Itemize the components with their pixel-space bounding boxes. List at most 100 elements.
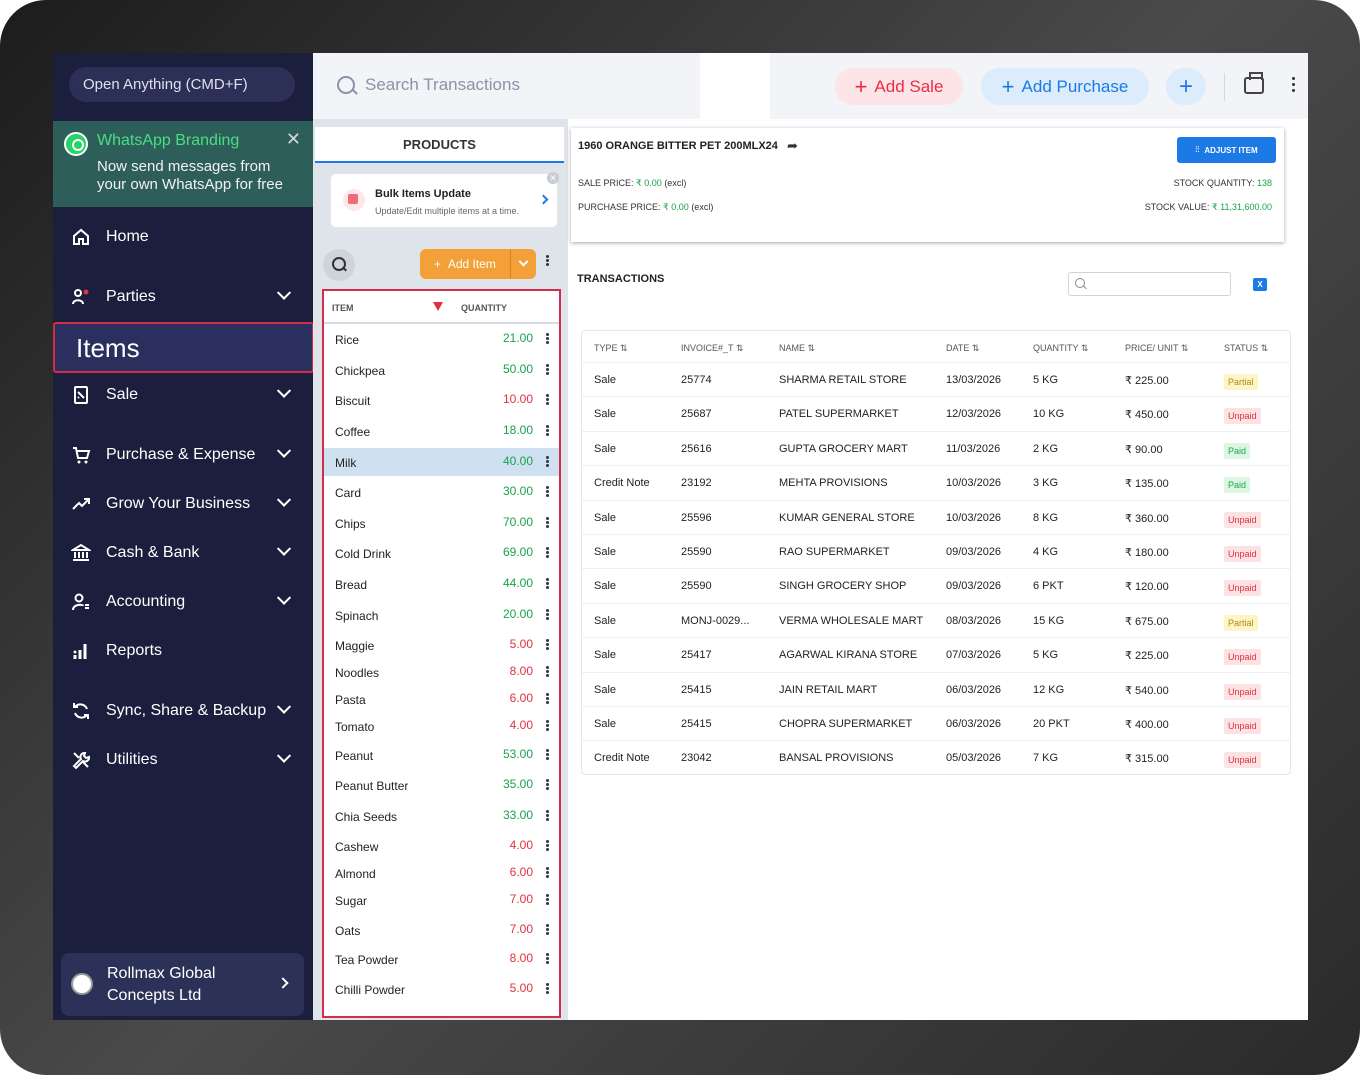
whatsapp-banner[interactable]: WhatsApp Branding Now send messages from… (53, 121, 313, 207)
table-row[interactable]: Sale 25774 SHARMA RETAIL STORE 13/03/2026 5 … (582, 362, 1290, 396)
sidebar-item-reports[interactable]: Reports (53, 631, 313, 671)
open-anything-button[interactable]: Open Anything (CMD+F) (69, 67, 295, 102)
share-icon[interactable]: ➦ (787, 138, 798, 153)
list-item[interactable]: Spinach 20.00 (324, 601, 559, 629)
column-header-price[interactable]: PRICE/ UNIT ⇅ (1125, 343, 1189, 353)
more-options-icon[interactable] (546, 894, 549, 906)
more-options-icon[interactable] (1292, 77, 1296, 95)
filter-icon[interactable] (433, 302, 443, 311)
close-icon[interactable]: ✕ (285, 129, 301, 149)
list-item[interactable]: Oats 7.00 (324, 916, 559, 944)
more-options-icon[interactable] (546, 693, 549, 705)
add-more-button[interactable]: + (1166, 68, 1206, 105)
list-item[interactable]: Chilli Powder 5.00 (324, 975, 559, 1003)
transactions-search-input[interactable] (1068, 272, 1231, 296)
table-row[interactable]: Sale 25616 GUPTA GROCERY MART 11/03/2026 2 K… (582, 430, 1290, 465)
list-item[interactable]: Chickpea 50.00 (324, 356, 559, 384)
more-options-icon[interactable] (546, 547, 549, 559)
more-options-icon[interactable] (546, 394, 549, 406)
more-options-icon[interactable] (546, 639, 549, 651)
more-options-icon[interactable] (546, 333, 549, 345)
more-options-icon[interactable] (546, 779, 549, 791)
more-options-icon[interactable] (546, 840, 549, 852)
table-row[interactable]: Sale 25590 SINGH GROCERY SHOP 09/03/2026 6 P… (582, 568, 1290, 602)
sidebar-item-purchase-expense[interactable]: Purchase & Expense (53, 435, 313, 475)
table-row[interactable]: Sale 25415 CHOPRA SUPERMARKET 06/03/2026 20 … (582, 706, 1290, 740)
list-item[interactable]: Chips 70.00 (324, 509, 559, 537)
more-options-icon[interactable] (546, 609, 549, 621)
more-options-icon[interactable] (546, 255, 549, 267)
list-item[interactable]: Cashew 4.00 (324, 832, 559, 860)
more-options-icon[interactable] (546, 749, 549, 761)
list-item[interactable]: Coffee 18.00 (324, 417, 559, 445)
table-row[interactable]: Credit Note 23042 BANSAL PROVISIONS 05/03/2… (582, 740, 1290, 774)
table-row[interactable]: Sale 25596 KUMAR GENERAL STORE 10/03/2026 8 … (582, 499, 1290, 534)
more-options-icon[interactable] (546, 867, 549, 879)
sidebar-item-sale[interactable]: Sale (53, 375, 313, 415)
close-icon[interactable]: ✕ (547, 172, 559, 184)
column-header-type[interactable]: TYPE ⇅ (594, 343, 628, 353)
list-item[interactable]: Rice 21.00 (324, 325, 559, 353)
search-icon[interactable] (323, 249, 355, 281)
list-item[interactable]: Biscuit 10.00 (324, 386, 559, 414)
add-sale-button[interactable]: + Add Sale (835, 68, 963, 105)
list-item[interactable]: Peanut Butter 35.00 (324, 771, 559, 799)
sidebar-item-grow-business[interactable]: Grow Your Business (53, 484, 313, 524)
more-options-icon[interactable] (546, 517, 549, 529)
column-header-invoice[interactable]: INVOICE#_T ⇅ (681, 343, 744, 353)
table-row[interactable]: Sale 25417 AGARWAL KIRANA STORE 07/03/2026 5… (582, 637, 1290, 671)
list-item[interactable]: Chia Seeds 33.00 (324, 802, 559, 830)
list-item[interactable]: Peanut 53.00 (324, 741, 559, 769)
sidebar-item-items[interactable]: Items (53, 322, 314, 373)
list-item[interactable]: Bread 44.00 (324, 570, 559, 598)
column-header-date[interactable]: DATE ⇅ (946, 343, 980, 353)
more-options-icon[interactable] (546, 810, 549, 822)
more-options-icon[interactable] (546, 983, 549, 995)
search-transactions[interactable]: Search Transactions (337, 75, 520, 95)
sidebar-item-utilities[interactable]: Utilities (53, 740, 313, 780)
table-row[interactable]: Sale MONJ-0029... VERMA WHOLESALE MART 08/0… (582, 602, 1290, 637)
more-options-icon[interactable] (546, 720, 549, 732)
list-item[interactable]: Pasta 6.00 (324, 685, 559, 713)
more-options-icon[interactable] (546, 578, 549, 590)
column-header-name[interactable]: NAME ⇅ (779, 343, 816, 353)
add-purchase-button[interactable]: + Add Purchase (981, 68, 1149, 105)
table-row[interactable]: Sale 25590 RAO SUPERMARKET 09/03/2026 4 KG ₹ … (582, 534, 1290, 568)
list-item[interactable]: Maggie 5.00 (324, 631, 559, 659)
list-item[interactable]: Cold Drink 69.00 (324, 539, 559, 567)
list-item[interactable]: Sugar 7.00 (324, 886, 559, 914)
column-header-quantity[interactable]: QUANTITY (461, 303, 507, 313)
sidebar-item-cash-bank[interactable]: Cash & Bank (53, 533, 313, 573)
list-item[interactable]: Tea Powder 8.00 (324, 945, 559, 973)
list-item[interactable]: Almond 6.00 (324, 859, 559, 887)
more-options-icon[interactable] (546, 953, 549, 965)
list-item[interactable]: Milk 40.00 (324, 448, 559, 476)
company-switcher[interactable]: Rollmax Global Concepts Ltd (61, 953, 304, 1016)
print-icon[interactable] (1244, 72, 1264, 94)
more-options-icon[interactable] (546, 425, 549, 437)
tab-products[interactable]: PRODUCTS (315, 127, 564, 163)
sidebar-item-home[interactable]: Home (53, 217, 313, 257)
adjust-item-button[interactable]: ⫶⫶ ADJUST ITEM (1177, 137, 1276, 163)
sidebar-item-parties[interactable]: Parties (53, 277, 313, 317)
more-options-icon[interactable] (546, 924, 549, 936)
more-options-icon[interactable] (546, 456, 549, 468)
chevron-down-icon[interactable] (510, 249, 536, 279)
sidebar-item-sync-share-backup[interactable]: Sync, Share & Backup (53, 691, 313, 731)
list-item[interactable]: Card 30.00 (324, 478, 559, 506)
table-row[interactable]: Sale 25687 PATEL SUPERMARKET 12/03/2026 10 K… (582, 396, 1290, 430)
column-header-item[interactable]: ITEM (332, 303, 354, 313)
more-options-icon[interactable] (546, 364, 549, 376)
list-item[interactable]: Noodles 8.00 (324, 658, 559, 686)
excel-export-icon[interactable]: X (1253, 278, 1267, 291)
bulk-update-card[interactable]: Bulk Items Update Update/Edit multiple i… (330, 172, 559, 228)
add-item-button[interactable]: + Add Item (420, 249, 536, 279)
sidebar-item-accounting[interactable]: Accounting (53, 582, 313, 622)
table-row[interactable]: Credit Note 23192 MEHTA PROVISIONS 10/03/20… (582, 465, 1290, 499)
more-options-icon[interactable] (546, 486, 549, 498)
more-options-icon[interactable] (546, 666, 549, 678)
table-row[interactable]: Sale 25415 JAIN RETAIL MART 06/03/2026 12 KG… (582, 671, 1290, 706)
column-header-status[interactable]: STATUS ⇅ (1224, 343, 1269, 353)
column-header-quantity[interactable]: QUANTITY ⇅ (1033, 343, 1089, 353)
list-item[interactable]: Tomato 4.00 (324, 712, 559, 740)
